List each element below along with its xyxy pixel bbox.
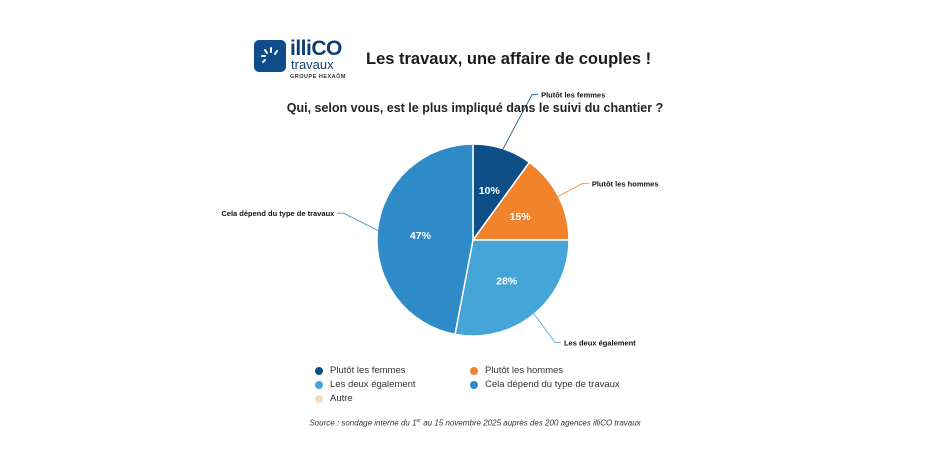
logo-mark-icon — [254, 40, 286, 72]
legend-label: Cela dépend du type de travaux — [485, 379, 620, 390]
callout-line-4 — [337, 212, 380, 232]
legend-swatch-icon — [470, 380, 478, 389]
logo-subtitle: travaux — [291, 57, 334, 72]
legend-item-2: Plutôt les hommes — [470, 364, 635, 377]
legend-label: Les deux également — [330, 379, 416, 390]
legend-item-5: Autre — [315, 392, 470, 405]
legend-label: Autre — [330, 393, 353, 404]
legend-label: Plutôt les hommes — [485, 365, 564, 376]
chart-legend: Plutôt les femmes Plutôt les hommes Les de… — [315, 364, 635, 405]
callout-line-2 — [556, 182, 589, 198]
callout-label-2: Plutôt les hommes — [592, 179, 659, 188]
callout-line-1 — [501, 94, 539, 151]
chart-question: Qui, selon vous, est le plus impliqué da… — [286, 101, 664, 115]
source-note: Source : sondage interne du 1er au 15 no… — [309, 418, 641, 428]
slice-value-label-2: 15% — [510, 211, 532, 223]
legend-item-1: Plutôt les femmes — [315, 364, 470, 377]
pie-slice-4 — [376, 143, 474, 336]
callout-line-3 — [532, 312, 561, 343]
slice-value-label-4: 47% — [410, 230, 432, 242]
slice-value-label-1: 10% — [479, 185, 501, 197]
callout-label-3: Les deux également — [564, 338, 636, 347]
illico-travaux-logo: illiCO travaux GROUPE HEXAÔM — [254, 37, 347, 85]
callout-label-1: Plutôt les femmes — [541, 91, 605, 100]
callout-label-4: Cela dépend du type de travaux — [221, 209, 335, 218]
slice-value-label-3: 28% — [496, 276, 518, 288]
pie-slice-3 — [454, 239, 570, 337]
legend-item-4: Cela dépend du type de travaux — [470, 378, 635, 391]
legend-label: Plutôt les femmes — [330, 365, 406, 376]
legend-swatch-icon — [315, 380, 323, 389]
headline: Les travaux, une affaire de couples ! — [366, 50, 652, 68]
legend-swatch-icon — [315, 394, 323, 403]
logo-wordmark: illiCO — [290, 37, 342, 60]
legend-item-3: Les deux également — [315, 378, 470, 391]
logo-group-name: GROUPE HEXAÔM — [290, 74, 347, 80]
legend-swatch-icon — [315, 366, 323, 375]
legend-swatch-icon — [470, 366, 478, 375]
